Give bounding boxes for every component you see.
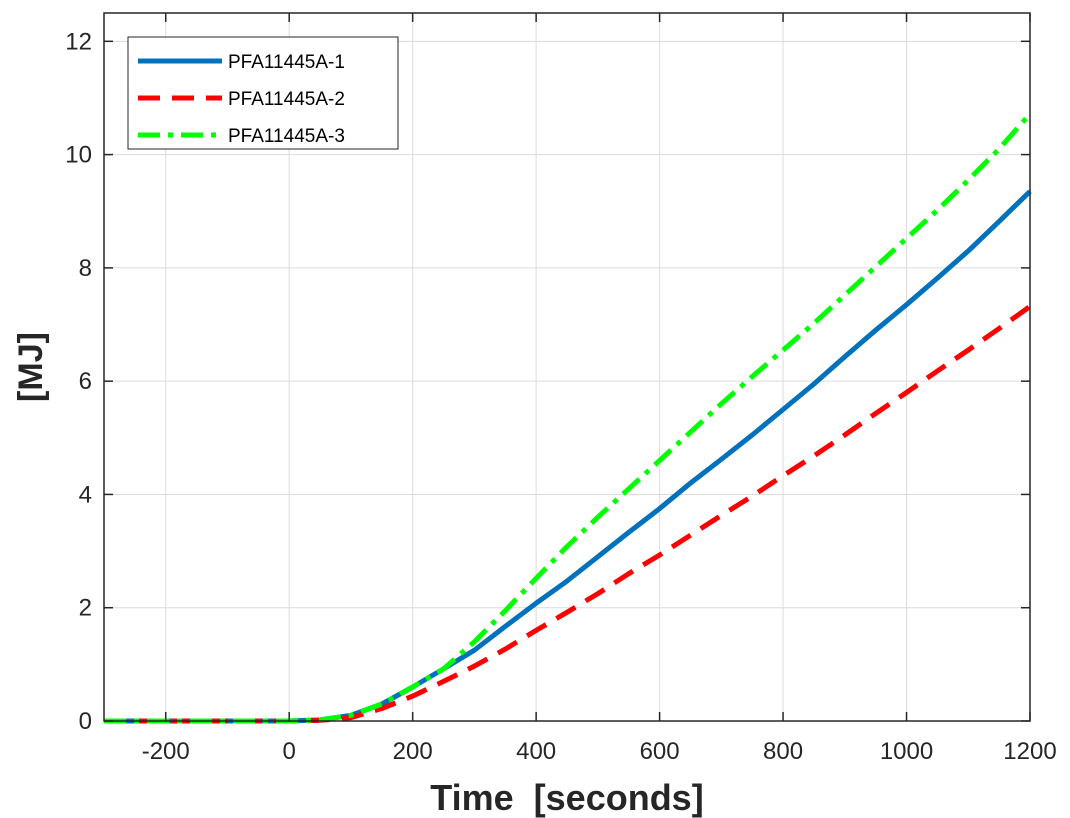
x-tick-label: 1000: [880, 738, 933, 765]
y-tick-label: 8: [79, 255, 92, 282]
y-axis-title: [MJ]: [12, 332, 50, 402]
y-tick-label: 4: [79, 481, 92, 508]
y-axis-tick-labels: 0 2 4 6 8 10 12: [65, 28, 92, 735]
x-tick-label: 800: [763, 738, 803, 765]
legend: PFA11445A-1 PFA11445A-2 PFA11445A-3: [127, 36, 399, 150]
y-tick-label: 0: [79, 708, 92, 735]
y-tick-label: 6: [79, 368, 92, 395]
legend-box: [127, 36, 399, 150]
x-axis-tick-labels: -200 0 200 400 600 800 1000 1200: [142, 738, 1057, 765]
legend-label-2: PFA11445A-2: [228, 89, 345, 110]
series-line-2: [104, 304, 1032, 724]
legend-label-3: PFA11445A-3: [228, 126, 345, 147]
series-lines: [104, 112, 1032, 724]
x-tick-label: -200: [142, 738, 190, 765]
legend-label-1: PFA11445A-1: [228, 52, 345, 73]
y-tick-label: 12: [65, 28, 92, 55]
series-line-1: [104, 189, 1032, 724]
x-tick-label: 1200: [1003, 738, 1056, 765]
x-tick-label: 0: [283, 738, 296, 765]
y-tick-label: 2: [79, 595, 92, 622]
x-tick-label: 400: [516, 738, 556, 765]
plot-frame: [103, 12, 1031, 722]
series-line-3: [104, 112, 1032, 724]
x-tick-label: 200: [393, 738, 433, 765]
x-tick-label: 600: [640, 738, 680, 765]
axis-ticks: [104, 13, 1031, 722]
x-axis-title: Time [seconds]: [430, 777, 703, 818]
y-tick-label: 10: [65, 142, 92, 169]
